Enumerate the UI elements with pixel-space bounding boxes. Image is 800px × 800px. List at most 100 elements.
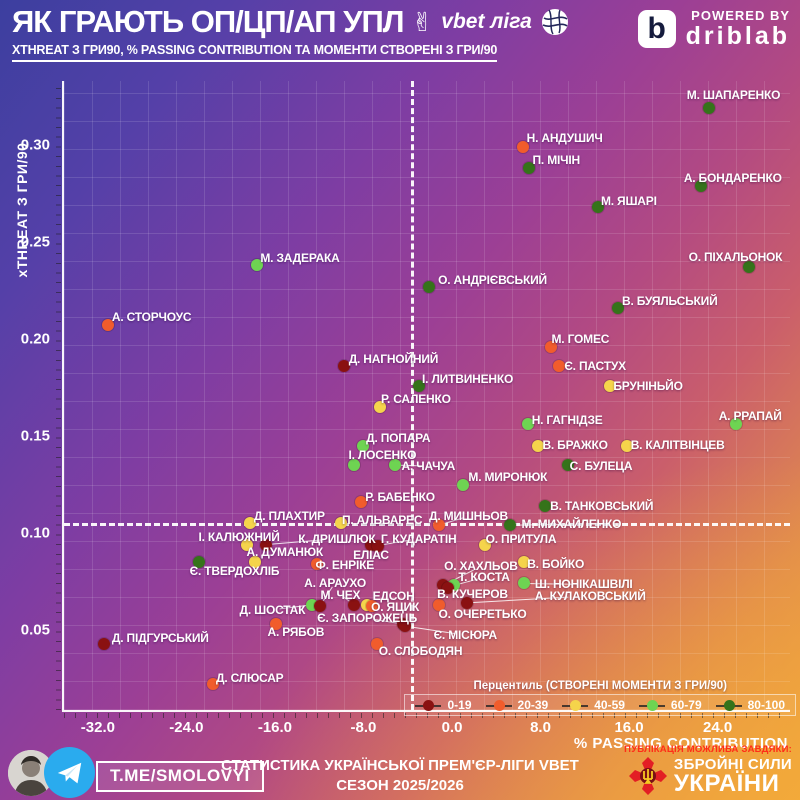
scatter-point <box>98 637 111 650</box>
header-left: ЯК ГРАЮТЬ ОП/ЦП/АП УПЛ ✌ vbet ліга XTHRE… <box>12 4 570 62</box>
scatter-point <box>743 261 756 274</box>
scatter-point <box>591 201 604 214</box>
scatter-point <box>516 140 529 153</box>
point-label: А. РЯБОВ <box>267 625 325 640</box>
point-label: О. ОЧЕРЕТЬКО <box>438 606 527 621</box>
victory-hand-icon: ✌ <box>411 7 434 37</box>
scatter-point <box>399 620 412 633</box>
scatter-point <box>348 598 361 611</box>
scatter-point <box>259 538 272 551</box>
point-label: Є. ПАСТУХ <box>564 359 626 374</box>
point-label: А. ДУМАНЮК <box>246 545 324 560</box>
legend-item: 20-39 <box>485 698 549 712</box>
point-label: Д. ПЛАХТИР <box>253 509 325 524</box>
scatter-point <box>348 459 361 472</box>
point-label: О. ХАХЛЬОВ <box>444 559 518 574</box>
legend-items: 0-19 20-39 40-59 60-79 80-100 <box>404 694 796 716</box>
legend-marker <box>485 699 512 711</box>
armed-forces-emblem-icon <box>628 756 668 796</box>
footer-season-line: СЕЗОН 2025/2026 <box>336 777 464 795</box>
legend-item: 40-59 <box>562 698 625 712</box>
point-label: О. АНДРІЄВСЬКИЙ <box>438 272 547 287</box>
median-x-dashed-line <box>410 81 414 710</box>
legend-marker <box>715 699 742 711</box>
scatter-point <box>355 495 368 508</box>
legend-item: 60-79 <box>638 698 702 712</box>
scatter-point <box>702 102 715 115</box>
scatter-point <box>101 319 114 332</box>
telegram-icon[interactable] <box>44 747 95 798</box>
legend-marker <box>415 699 442 711</box>
scatter-point <box>432 519 445 532</box>
point-label: І. ЛИТВИНЕНКО <box>422 371 514 386</box>
legend-marker <box>638 699 665 711</box>
legend-item-label: 20-39 <box>517 698 549 712</box>
point-label: В. БОЙКО <box>527 557 585 572</box>
point-label: В. БРАЖКО <box>542 437 608 452</box>
scatter-point <box>373 400 386 413</box>
x-tick-label: -8.0 <box>350 719 377 736</box>
legend: Перцентиль (СТВОРЕНІ МОМЕНТИ З ГРИ/90) 0… <box>404 680 796 716</box>
point-label: ЕДСОН <box>372 588 415 603</box>
point-label: М. ЯШАРІ <box>600 194 657 209</box>
footer-center: СТАТИСТИКА УКРАЇНСЬКОЇ ПРЕМ'ЄР-ЛІГИ VBET… <box>190 756 610 797</box>
driblab-logo-icon: b <box>637 10 676 49</box>
point-label: Є. МІСЮРА <box>433 628 498 643</box>
point-label: П. АЛЬВАРЕС <box>341 513 423 528</box>
point-label: О. СЛОБОДЯН <box>378 643 463 658</box>
point-label: В. БУЯЛЬСЬКИЙ <box>622 293 718 308</box>
point-label: М. МИРОНЮК <box>468 469 548 484</box>
x-tick-label: 8.0 <box>530 719 551 736</box>
scatter-plot: М. ШАПАРЕНКО Н. АНДУШИЧ П. МІЧІН А. БОНДАРЕ… <box>56 81 796 718</box>
scatter-point <box>370 637 383 650</box>
x-axis-ticks: -32.0 -24.0 -16.0 -8.0 0.0 8.0 16.0 24.0 <box>62 710 788 740</box>
point-label: А. СТОРЧОУС <box>111 310 192 325</box>
point-label: М. МИХАЙЛЕНКО <box>521 517 622 532</box>
point-label: Д. ПІДГУРСЬКИЙ <box>111 630 209 645</box>
header: ЯК ГРАЮТЬ ОП/ЦП/АП УПЛ ✌ vbet ліга XTHRE… <box>12 4 790 62</box>
scatter-point <box>193 556 206 569</box>
legend-item-label: 80-100 <box>747 698 785 712</box>
x-tick-label: -24.0 <box>169 719 204 736</box>
scatter-point <box>335 517 348 530</box>
point-label: Д. ПОПАРА <box>366 430 431 445</box>
scatter-point <box>269 618 282 631</box>
point-label: Р. САЛЕНКО <box>380 391 451 406</box>
point-label: БРУНІНЬЙО <box>613 378 683 393</box>
scatter-point <box>611 301 624 314</box>
scatter-point <box>504 519 517 532</box>
brand-block: b POWERED BY driblab <box>637 8 790 51</box>
point-label: ЕЛІАС <box>353 547 389 562</box>
scatter-point <box>244 517 257 530</box>
point-label: І. ЛОСЕНКО <box>348 448 417 463</box>
driblab-wordmark: driblab <box>685 22 790 50</box>
point-label: К. ДРИШЛЮК <box>298 531 376 546</box>
point-label: А. АРАУХО <box>304 575 367 590</box>
y-tick-label: 0.15 <box>20 427 50 445</box>
scatter-point <box>604 379 617 392</box>
driblab-text-block: POWERED BY driblab <box>686 8 790 51</box>
scatter-point <box>517 577 530 590</box>
scatter-point <box>561 459 574 472</box>
scatter-point <box>432 598 445 611</box>
median-y-dashed-line <box>64 523 790 527</box>
legend-item-label: 0-19 <box>447 698 472 712</box>
point-label: Д. НАГНОЙНИЙ <box>348 352 439 367</box>
publication-thanks-label: ПУБЛІКАЦІЯ МОЖЛИВА ЗАВДЯКИ: <box>624 744 792 755</box>
scatter-point <box>338 360 351 373</box>
scatter-point <box>456 478 469 491</box>
scatter-point <box>241 538 254 551</box>
point-label: М. ЧЕХ <box>320 587 361 602</box>
point-label: С. БУЛЕЦА <box>569 459 633 474</box>
scatter-point <box>538 499 551 512</box>
scatter-point <box>694 179 707 192</box>
point-label: Д. МИШНЬОВ <box>428 509 509 524</box>
point-label: А. БОНДАРЕНКО <box>683 170 782 185</box>
point-label: А. ЧАЧУА <box>401 459 456 474</box>
scatter-point <box>357 439 370 452</box>
point-label: Н. ГАГНІДЗЕ <box>531 413 603 428</box>
x-tick-label: 0.0 <box>441 719 463 736</box>
telegram-handle[interactable]: T.ME/SMOLOVYI <box>96 761 264 792</box>
scatter-point <box>545 340 558 353</box>
x-tick-label: -16.0 <box>257 719 293 736</box>
